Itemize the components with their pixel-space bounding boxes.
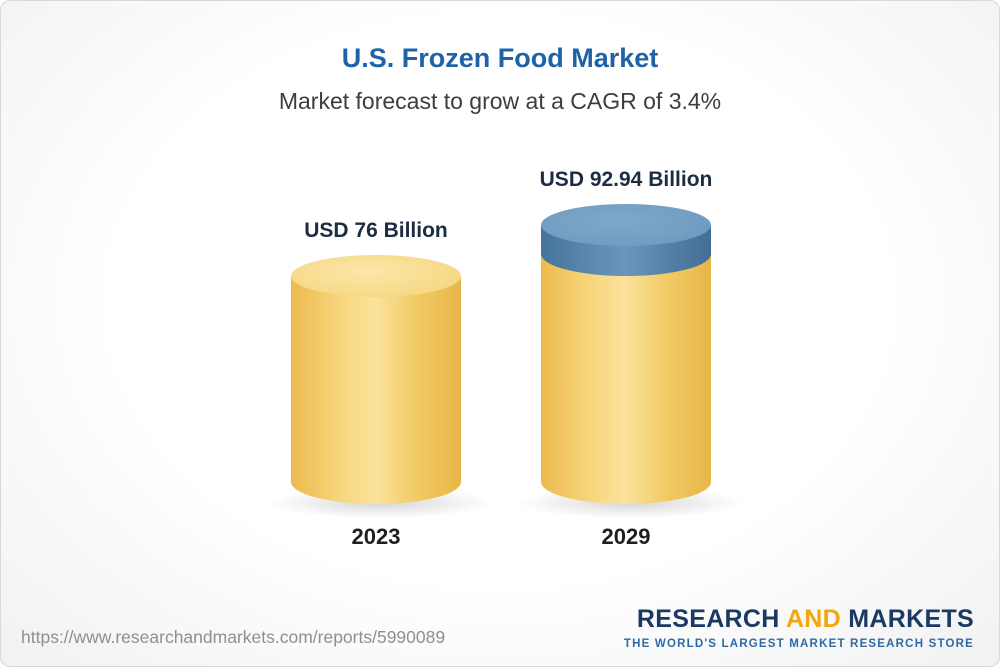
logo-word-and: AND (785, 605, 842, 633)
bar-group-2023: USD 76 Billion 2023 (226, 219, 526, 549)
chart-subtitle: Market forecast to grow at a CAGR of 3.4… (278, 88, 722, 114)
cylinder-2029: 2029 (513, 204, 749, 549)
value-label-2029: USD 92.94 Billion (539, 168, 713, 192)
logo-tagline: THE WORLD'S LARGEST MARKET RESEARCH STOR… (623, 638, 974, 650)
cylinder-2023: 2023 (263, 255, 499, 549)
logo-word-research: RESEARCH (636, 605, 780, 633)
axis-label-2029: 2029 (601, 524, 651, 549)
value-label-2023: USD 76 Billion (304, 219, 448, 242)
chart-title: U.S. Frozen Food Market (341, 43, 659, 73)
cylinder-top-face (291, 255, 461, 297)
logo-word-markets: MARKETS (848, 605, 974, 633)
logo-wordmark: RESEARCH AND MARKETS (624, 605, 974, 634)
cylinder-top-face (541, 204, 711, 247)
cylinder-body-yellow (291, 276, 461, 504)
research-and-markets-logo: RESEARCH AND MARKETS THE WORLD'S LARGEST… (624, 605, 974, 650)
bar-group-2029: USD 92.94 Billion 2029 (476, 168, 776, 549)
axis-label-2023: 2023 (351, 524, 401, 549)
source-url: https://www.researchandmarkets.com/repor… (21, 627, 446, 647)
